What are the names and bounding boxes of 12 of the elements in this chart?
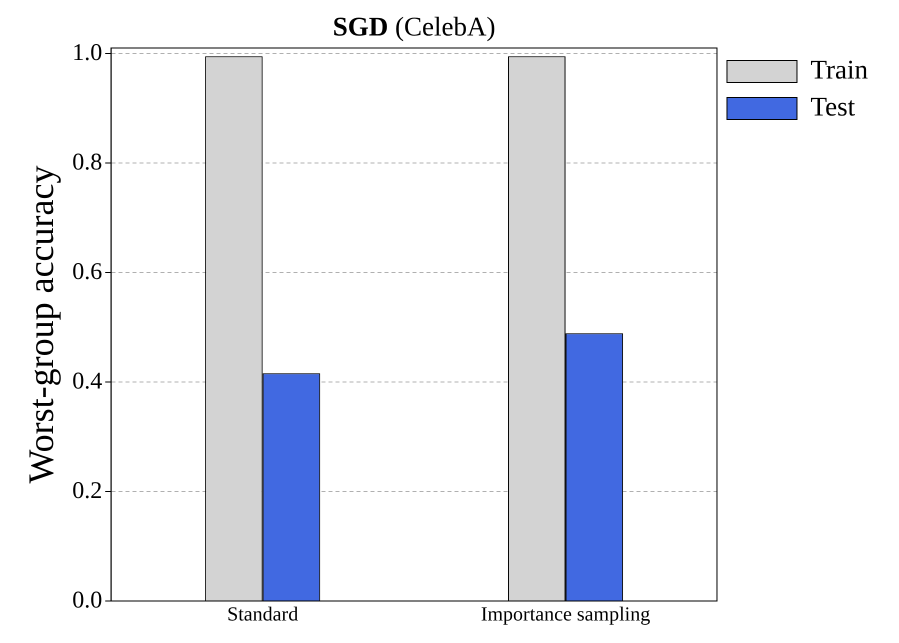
y-tick-label: 1.0 [72,40,102,66]
y-tick-label: 0.4 [72,368,102,394]
legend-label: Train [810,54,868,85]
legend-label: Test [810,92,856,122]
y-tick-label: 0.2 [72,478,102,504]
y-axis-title: Worst-group accuracy [21,166,62,484]
x-tick-label: Importance sampling [480,603,650,626]
y-tick-label: 0.0 [72,587,102,614]
y-tick-label: 0.8 [72,149,102,176]
y-tick-label: 0.6 [72,258,102,285]
x-tick-label: Standard [227,603,298,626]
chart-title: SGD (CelebA) [332,11,496,42]
